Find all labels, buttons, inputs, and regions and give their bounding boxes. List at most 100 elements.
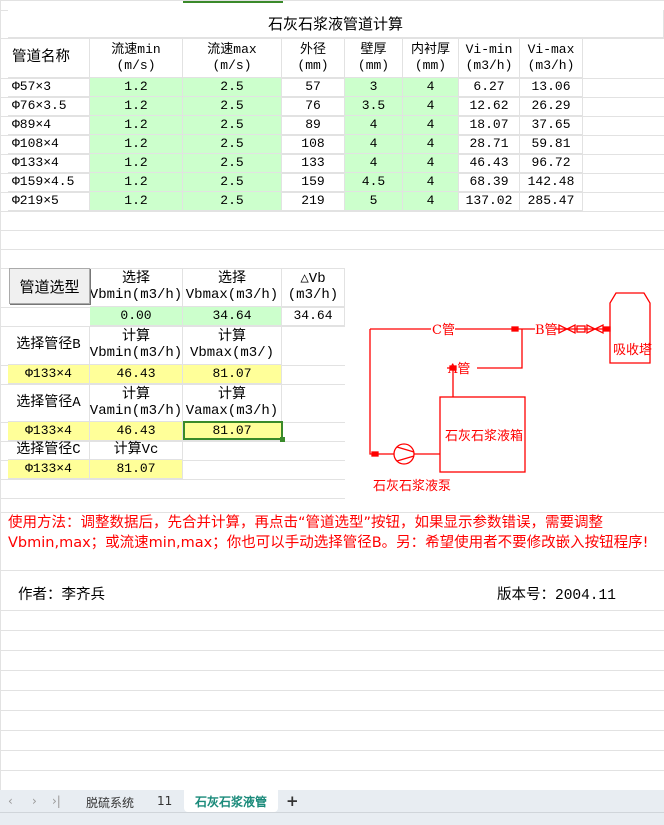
label[interactable]: 选择管径C [8,441,90,460]
table-cell[interactable]: 2.5 [183,78,282,97]
pipe-name-cell[interactable]: Φ133×4 [8,154,90,173]
pipe-name-cell[interactable]: Φ219×5 [8,192,90,211]
sheet-tab-bar: ‹ › ›| 脱硫系统 11 石灰石浆液管 + [0,790,664,812]
table-cell[interactable]: 13.06 [520,78,583,97]
table-cell[interactable]: 4 [403,192,459,211]
sel-vbmax-input[interactable]: 34.64 [183,307,282,326]
table-cell[interactable]: 37.65 [520,116,583,135]
label[interactable]: 计算 Vamin(m3/h) [90,384,183,422]
table-cell[interactable]: 1.2 [90,97,183,116]
table-cell[interactable]: 133 [282,154,345,173]
label[interactable]: 选择 Vbmax(m3/h) [183,268,282,307]
column-header[interactable]: 流速max (m/s) [183,38,282,78]
table-cell[interactable]: 89 [282,116,345,135]
pipe-name-cell[interactable]: Φ159×4.5 [8,173,90,192]
table-cell[interactable]: 2.5 [183,173,282,192]
calc-vc[interactable]: 81.07 [90,460,183,479]
table-cell[interactable]: 4 [345,116,403,135]
table-cell[interactable]: 4.5 [345,173,403,192]
label[interactable]: △Vb (m3/h) [282,268,345,307]
delta-vb-value[interactable]: 34.64 [282,307,345,326]
sheet-tab[interactable]: 脱硫系统 [86,796,135,810]
table-cell[interactable]: 2.5 [183,97,282,116]
table-cell[interactable]: 3.5 [345,97,403,116]
first-sheet-icon[interactable]: ‹ [8,794,13,808]
table-cell[interactable]: 6.27 [459,78,520,97]
table-cell[interactable]: 5 [345,192,403,211]
table-cell[interactable]: 2.5 [183,116,282,135]
table-cell[interactable]: 12.62 [459,97,520,116]
table-cell[interactable]: 137.02 [459,192,520,211]
table-cell[interactable]: 3 [345,78,403,97]
pipe-name-cell[interactable]: Φ76×3.5 [8,97,90,116]
table-cell[interactable]: 4 [403,78,459,97]
table-cell[interactable]: 219 [282,192,345,211]
row-gridline [0,135,664,136]
column-header[interactable]: 壁厚 (mm) [345,38,403,78]
last-sheet-icon[interactable]: ›| [52,794,61,808]
sheet-title[interactable]: 石灰石浆液管道计算 [8,10,664,38]
table-cell[interactable]: 1.2 [90,116,183,135]
table-cell[interactable]: 1.2 [90,154,183,173]
table-cell[interactable]: 26.29 [520,97,583,116]
calc-vamax[interactable]: 81.07 [183,422,282,441]
pipe-a-value[interactable]: Φ133×4 [8,422,90,441]
label[interactable]: 选择 Vbmin(m3/h) [90,268,183,307]
table-cell[interactable]: 68.39 [459,173,520,192]
calc-vamin[interactable]: 46.43 [90,422,183,441]
column-header[interactable]: 管道名称 [8,38,90,78]
pipe-c-value[interactable]: Φ133×4 [8,460,90,479]
column-header[interactable]: Vi-max (m3/h) [520,38,583,78]
table-cell[interactable]: 1.2 [90,173,183,192]
table-cell[interactable]: 2.5 [183,135,282,154]
table-cell[interactable]: 2.5 [183,154,282,173]
table-cell[interactable]: 1.2 [90,78,183,97]
label[interactable]: 计算Vc [90,441,183,460]
sheet-tab[interactable]: 11 [157,794,173,808]
label[interactable]: 计算 Vbmin(m3/h) [90,326,183,365]
row-gridline [0,670,664,671]
table-cell[interactable]: 4 [345,154,403,173]
table-cell[interactable]: 46.43 [459,154,520,173]
table-cell[interactable]: 76 [282,97,345,116]
table-cell[interactable]: 159 [282,173,345,192]
pipe-name-cell[interactable]: Φ89×4 [8,116,90,135]
pipe-selection-button[interactable]: 管道选型 [9,268,90,304]
table-cell[interactable]: 18.07 [459,116,520,135]
sheet-tab-active[interactable]: 石灰石浆液管 [184,790,278,812]
table-cell[interactable]: 59.81 [520,135,583,154]
column-header[interactable]: 外径 (mm) [282,38,345,78]
pipe-b-value[interactable]: Φ133×4 [8,365,90,384]
table-cell[interactable]: 4 [403,173,459,192]
pipe-name-cell[interactable]: Φ57×3 [8,78,90,97]
table-cell[interactable]: 4 [403,154,459,173]
table-cell[interactable]: 4 [403,116,459,135]
calc-vbmax[interactable]: 81.07 [183,365,282,384]
column-header[interactable]: 内衬厚 (mm) [403,38,459,78]
row-gridline [0,690,664,691]
active-cell-selection[interactable] [183,421,285,442]
table-cell[interactable]: 108 [282,135,345,154]
label[interactable]: 选择管径A [8,384,90,422]
table-cell[interactable]: 28.71 [459,135,520,154]
table-cell[interactable]: 1.2 [90,192,183,211]
column-header[interactable]: 流速min (m/s) [90,38,183,78]
table-cell[interactable]: 285.47 [520,192,583,211]
calc-vbmin[interactable]: 46.43 [90,365,183,384]
table-cell[interactable]: 4 [403,97,459,116]
column-header[interactable]: Vi-min (m3/h) [459,38,520,78]
add-sheet-icon[interactable]: + [286,792,299,810]
table-cell[interactable]: 2.5 [183,192,282,211]
next-sheet-icon[interactable]: › [32,794,37,808]
table-cell[interactable]: 4 [403,135,459,154]
table-cell[interactable]: 1.2 [90,135,183,154]
table-cell[interactable]: 142.48 [520,173,583,192]
table-cell[interactable]: 4 [345,135,403,154]
sel-vbmin-input[interactable]: 0.00 [90,307,183,326]
label[interactable]: 计算 Vamax(m3/h) [183,384,282,422]
label[interactable]: 计算 Vbmax(m3/) [183,326,282,365]
label[interactable]: 选择管径B [8,326,90,365]
table-cell[interactable]: 57 [282,78,345,97]
table-cell[interactable]: 96.72 [520,154,583,173]
pipe-name-cell[interactable]: Φ108×4 [8,135,90,154]
